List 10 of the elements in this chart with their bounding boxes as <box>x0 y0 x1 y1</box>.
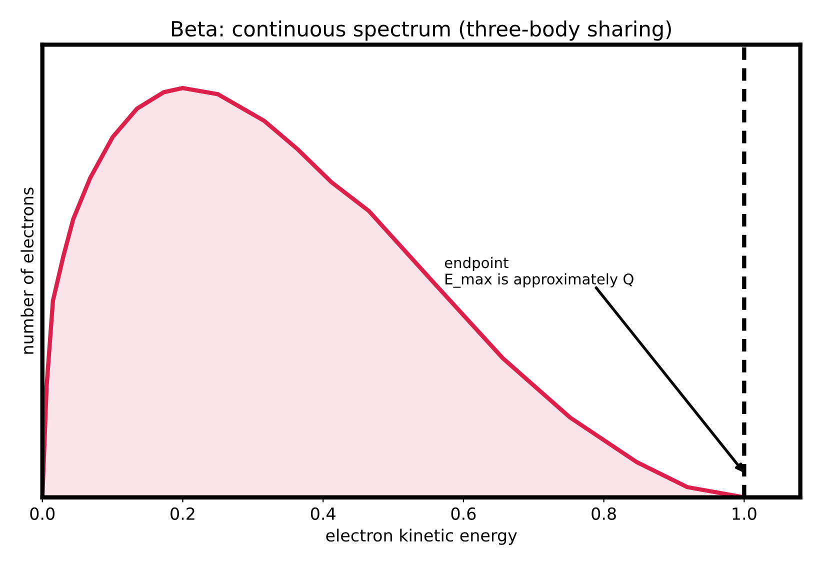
chart-title: Beta: continuous spectrum (three-body sharing) <box>172 20 671 41</box>
x-tick-label: 0.8 <box>592 507 616 520</box>
y-axis-title: number of electrons <box>20 188 34 354</box>
x-tick-label: 0.2 <box>170 507 194 520</box>
x-tick-label: 0.4 <box>310 507 336 520</box>
x-axis-title: electron kinetic energy <box>326 528 517 545</box>
x-tick-label: 0.6 <box>451 507 476 520</box>
annotation: endpoint E_max is approximately Q <box>444 256 634 288</box>
x-tick-label: 1.0 <box>732 507 756 520</box>
x-tick-label: 0.0 <box>30 507 55 520</box>
